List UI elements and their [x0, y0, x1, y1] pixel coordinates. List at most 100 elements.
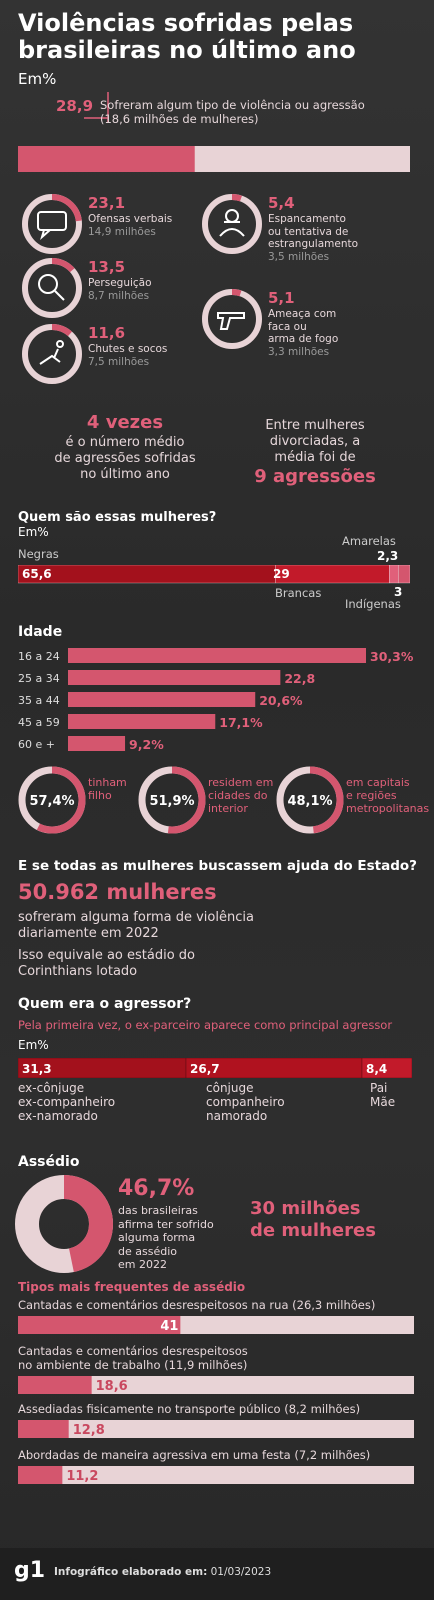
aggressor-value-3: 8,4	[366, 1062, 387, 1076]
divorced-line-3: média foi de	[274, 450, 356, 465]
divorced-line-2: divorciadas, a	[269, 434, 361, 449]
violence-millions-4: 3,5 milhões	[268, 250, 330, 263]
profile-donut-label-1-2: filho	[88, 789, 112, 802]
harass-bar-fill	[18, 1420, 69, 1438]
average-text: é o número médio de agressões sofridas no …	[40, 435, 210, 483]
state-big: 50.962 mulheres	[18, 880, 217, 904]
profile-donut-label-2-1: residem em	[208, 776, 273, 789]
gun-icon	[217, 312, 245, 330]
aggressor-bar-3	[361, 1058, 412, 1078]
aggressor-label-2-line-2: companheiro	[206, 1095, 285, 1109]
age-label-3: 35 a 44	[18, 694, 60, 707]
harass-item-label-3: Assediadas fisicamente no transporte púb…	[18, 1402, 360, 1416]
race-label-negras: Negras	[18, 547, 59, 561]
total-desc-line-1: Sofreram algum tipo de violência ou agre…	[100, 98, 365, 112]
aggressor-title: Quem era o agressor?	[18, 996, 192, 1012]
aggressor-label-3-line-2: Mãe	[370, 1095, 396, 1109]
violence-value-3: 11,6	[88, 324, 126, 342]
race-bar-1	[18, 565, 276, 584]
body	[39, 348, 61, 365]
average-line-1: é o número médio	[65, 435, 185, 450]
profile-donut-fill-2	[138, 766, 206, 834]
harass-item-label-3-line-1: Assediadas fisicamente no transporte púb…	[18, 1402, 361, 1416]
race-value-indigenas: 3	[394, 585, 403, 599]
average-big: 4 vezes	[86, 412, 164, 433]
violence-label-4-line-2: ou tentativa de	[268, 225, 349, 238]
harass-line-2: afirma ter sofrido	[118, 1217, 214, 1231]
violence-label-3-line-1: Chutes e socos	[88, 343, 168, 355]
violence-label-5-line-1: Ameaça com	[268, 308, 337, 320]
state-text-2: Isso equivale ao estádio do Corinthians …	[18, 948, 195, 980]
violence-donut-1	[22, 194, 82, 254]
total-chart	[18, 92, 410, 172]
total-bar-fill	[18, 146, 195, 172]
head	[225, 209, 239, 223]
aggressor-label-1-line-1: ex-cônjuge	[18, 1081, 85, 1095]
violence-label-4-line-3: estrangulamento	[268, 238, 359, 250]
harass-big-line-1: 30 milhões	[250, 1198, 361, 1219]
violence-donut-2	[22, 258, 82, 318]
aggressor-label-2-line-1: cônjuge	[206, 1081, 254, 1095]
harass-big: 30 milhões de mulheres	[250, 1198, 376, 1242]
harass-bar-value: 11,2	[66, 1469, 98, 1484]
harass-title: Assédio	[18, 1154, 80, 1170]
profile-donut-label-2-2: cidades do	[208, 789, 268, 802]
age-bar-2	[68, 670, 281, 685]
violence-donut-bg	[202, 194, 262, 254]
aggressor-value-2: 26,7	[190, 1062, 220, 1076]
total-value: 28,9	[56, 97, 94, 115]
gun-shape	[217, 312, 245, 330]
age-value-1: 30,3%	[370, 649, 414, 664]
race-bar-2	[275, 565, 390, 584]
aggressor-label-2-line-3: namorado	[206, 1109, 268, 1123]
harass-item-label-2-line-1: Cantadas e comentários desrespeitosos	[18, 1344, 248, 1358]
violence-donut-bg	[202, 289, 262, 349]
total-desc: Sofreram algum tipo de violência ou agre…	[100, 98, 365, 126]
aggressor-subtitle: Pela primeira vez, o ex-parceiro aparece…	[18, 1018, 393, 1032]
violence-donut-fill	[22, 258, 82, 318]
age-value-3: 20,6%	[259, 693, 303, 708]
state-line-3: Isso equivale ao estádio do	[18, 948, 196, 963]
harass-line-5: em 2022	[118, 1258, 167, 1271]
footer-label: Infográfico elaborado em:	[54, 1566, 208, 1578]
violence-value-5: 5,1	[268, 289, 295, 307]
aggressor-label-3-line-1: Pai	[370, 1081, 388, 1095]
bubble-shape	[37, 211, 67, 231]
harass-line-4: de assédio	[118, 1244, 177, 1258]
age-bar-5	[68, 736, 126, 751]
harass-big-line-2: de mulheres	[250, 1220, 376, 1241]
violence-label-5-line-2: faca ou	[268, 320, 307, 333]
profile-donut-label-1-1: tinham	[88, 776, 127, 789]
age-value-4: 17,1%	[219, 715, 263, 730]
average-block: 4 vezes é o número médio de agressões sof…	[40, 412, 210, 483]
magnifier-icon	[38, 274, 65, 301]
aggressor-value-1: 31,3	[22, 1062, 52, 1076]
violence-label-4-line-1: Espancamento	[268, 213, 346, 225]
race-chart	[18, 565, 410, 584]
head	[56, 340, 64, 348]
race-unit: Em%	[18, 525, 49, 539]
harass-bar-value: 12,8	[73, 1423, 105, 1438]
harass-bar-2: 18,6	[18, 1376, 414, 1394]
harass-item-label-1-line-1: Cantadas e comentários desrespeitosos na…	[18, 1298, 376, 1312]
profile-donut-value-3: 48,1%	[287, 794, 332, 809]
age-title: Idade	[18, 624, 63, 640]
harass-value: 46,7%	[118, 1176, 195, 1201]
age-label-4: 45 a 59	[18, 716, 60, 729]
age-value-2: 22,8	[284, 671, 315, 686]
lens	[38, 274, 58, 294]
aggressor-label-1: ex-cônjuge ex-companheiro ex-namorado	[18, 1081, 115, 1123]
harass-item-label-4: Abordadas de maneira agressiva em uma fe…	[18, 1448, 370, 1462]
harass-bar-bg	[18, 1420, 414, 1438]
violence-donut-4	[202, 194, 262, 254]
violence-donut-5	[202, 289, 262, 349]
violence-label-5: Ameaça com faca ou arma de fogo 3,3 milhões	[268, 308, 338, 358]
aggressor-label-2: cônjuge companheiro namorado	[206, 1081, 285, 1123]
handle	[54, 290, 65, 301]
age-chart: 16 a 24 30,3% 25 a 34 22,8 35 a 44 20,6% 45 a …	[18, 648, 414, 752]
title-line-2: brasileiras no último ano	[18, 36, 356, 64]
divorced-text: Entre mulheres divorciadas, a média foi de	[230, 418, 400, 466]
race-value-negras: 65,6	[22, 567, 52, 581]
